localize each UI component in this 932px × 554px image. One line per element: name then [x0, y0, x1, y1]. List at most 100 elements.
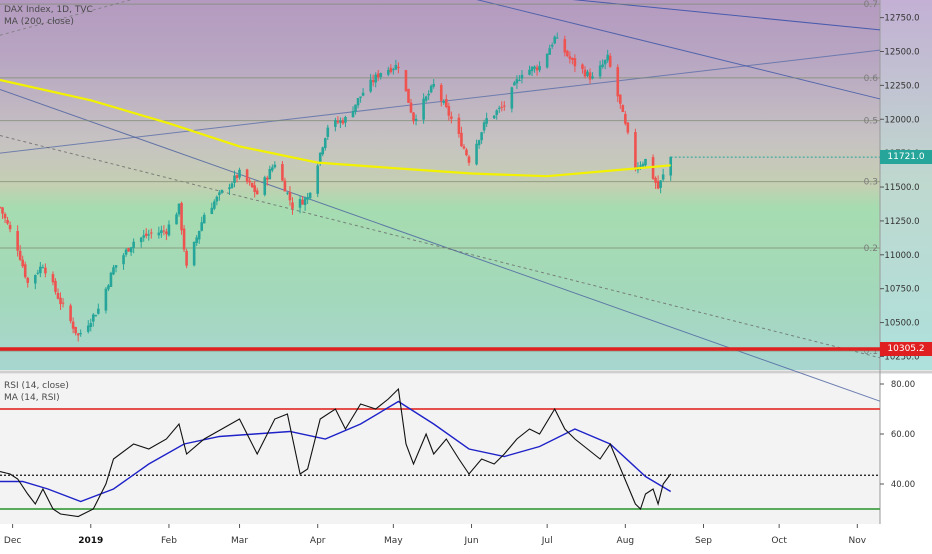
candle-body	[306, 197, 309, 200]
fib-level-label: 0.7	[864, 0, 878, 10]
price-axis-label: 11000.0	[884, 251, 919, 261]
candle-body	[530, 66, 534, 72]
candle	[500, 101, 504, 112]
candle	[520, 69, 524, 84]
legend-rsi[interactable]: RSI (14, close)	[4, 381, 69, 391]
candle	[76, 332, 80, 342]
candle	[36, 269, 40, 275]
candle	[361, 88, 365, 97]
candle	[359, 96, 362, 103]
candle-body	[0, 207, 2, 209]
candle-body	[354, 104, 357, 112]
candle	[659, 180, 662, 194]
candle	[61, 298, 65, 308]
candle	[51, 271, 55, 286]
candle-body	[71, 321, 75, 329]
candle	[369, 73, 372, 93]
candle	[303, 196, 307, 211]
candle	[344, 115, 347, 128]
candle	[606, 49, 609, 63]
candle-body	[197, 231, 201, 240]
candle-body	[41, 267, 45, 269]
candle-body	[273, 164, 277, 168]
candle-body	[162, 230, 166, 232]
candle-body	[213, 201, 216, 209]
candle-body	[160, 230, 163, 234]
candle	[555, 32, 559, 39]
candle	[34, 274, 37, 290]
candle-body	[180, 202, 183, 231]
candle	[414, 114, 418, 126]
candle	[213, 199, 216, 211]
candle	[475, 139, 478, 166]
candle-body	[583, 69, 587, 77]
rsi-axis-label: 80.00	[891, 380, 915, 390]
candle-body	[6, 219, 9, 224]
candle	[621, 104, 625, 113]
candle-body	[124, 249, 128, 255]
candle-body	[442, 101, 446, 103]
candle-body	[659, 180, 662, 188]
price-axis-label: 10500.0	[884, 319, 919, 329]
price-axis-label: 10250.0	[884, 352, 919, 362]
candle-body	[485, 118, 488, 124]
time-axis-label: Aug	[617, 536, 635, 546]
candle-body	[36, 272, 40, 274]
candle	[200, 216, 204, 232]
candle	[180, 201, 183, 235]
candle	[255, 187, 259, 195]
candle	[91, 313, 95, 327]
candle	[566, 49, 569, 58]
candle-body	[568, 56, 572, 59]
candle-body	[114, 265, 118, 268]
candle	[71, 317, 75, 334]
legend-title[interactable]: DAX Index, 1D, TVC	[4, 5, 93, 15]
candle	[16, 225, 19, 257]
candle-body	[639, 165, 642, 167]
candle	[107, 284, 110, 292]
candle	[175, 212, 178, 225]
candle	[26, 276, 30, 288]
ma200-line	[0, 78, 671, 178]
candle	[581, 63, 584, 74]
candle-body	[165, 231, 168, 235]
time-axis-label: Oct	[771, 536, 787, 546]
candle-body	[112, 267, 115, 275]
candle	[271, 164, 274, 173]
candle-body	[545, 53, 549, 68]
candle-body	[61, 302, 65, 304]
candle-body	[369, 79, 372, 92]
candle-body	[8, 224, 12, 230]
candle-body	[356, 98, 360, 106]
candle-body	[104, 288, 108, 311]
rsi-pane[interactable]	[0, 387, 880, 518]
candle	[608, 53, 612, 68]
candle	[354, 104, 357, 115]
legend-ma200[interactable]: MA (200, close)	[4, 17, 74, 27]
candle-body	[318, 152, 322, 164]
candle	[661, 168, 665, 182]
candle	[192, 241, 196, 267]
candle	[74, 326, 77, 336]
candle	[56, 288, 60, 300]
candle	[233, 170, 236, 188]
candle	[477, 139, 481, 149]
legend-rsi-ma[interactable]: MA (14, RSI)	[4, 393, 60, 403]
candle	[162, 225, 166, 236]
candle	[528, 65, 531, 76]
candle-body	[142, 235, 146, 238]
rsi-axis-background	[880, 374, 932, 524]
candle-body	[177, 203, 181, 215]
candle	[394, 59, 398, 71]
candle-body	[475, 143, 478, 165]
candle-body	[94, 315, 98, 317]
candle-body	[634, 132, 637, 169]
candle	[197, 230, 201, 244]
candle	[654, 176, 657, 189]
candle-body	[445, 99, 448, 107]
main-pane[interactable]: 0.7 0.6 0.5 0.3 0.2 0.1	[0, 0, 932, 402]
candle-body	[89, 323, 93, 328]
candle-body	[601, 64, 604, 67]
